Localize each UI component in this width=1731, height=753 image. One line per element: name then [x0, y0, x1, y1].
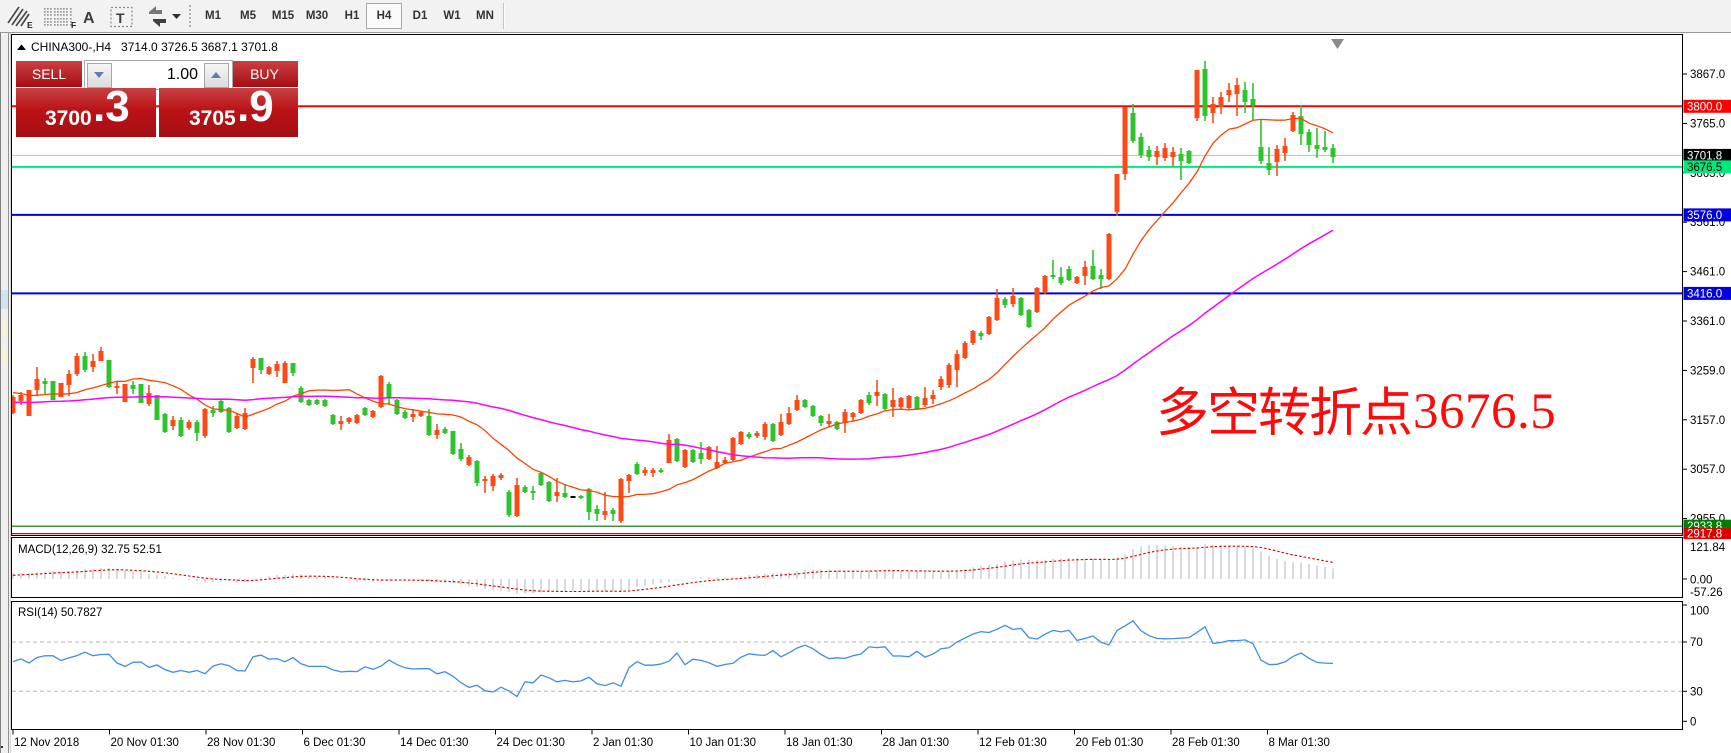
svg-text:0: 0 [1690, 716, 1696, 728]
svg-text:3157.0: 3157.0 [1690, 415, 1725, 427]
svg-text:24 Dec 01:30: 24 Dec 01:30 [497, 737, 565, 749]
svg-text:E: E [27, 20, 33, 30]
svg-text:3867.0: 3867.0 [1690, 69, 1725, 81]
svg-text:28 Feb 01:30: 28 Feb 01:30 [1172, 737, 1240, 749]
svg-text:0.00: 0.00 [1690, 574, 1712, 586]
svg-text:121.84: 121.84 [1690, 542, 1726, 554]
svg-text:3800.0: 3800.0 [1687, 101, 1722, 113]
svg-text:F: F [71, 20, 76, 30]
svg-text:70: 70 [1690, 637, 1703, 649]
svg-text:MACD(12,26,9) 32.75 52.51: MACD(12,26,9) 32.75 52.51 [18, 544, 162, 556]
svg-text:3676.5: 3676.5 [1687, 162, 1722, 174]
svg-text:100: 100 [1690, 606, 1709, 618]
svg-text:3576.0: 3576.0 [1687, 210, 1722, 222]
svg-text:6 Dec 01:30: 6 Dec 01:30 [304, 737, 366, 749]
svg-text:10 Jan 01:30: 10 Jan 01:30 [690, 737, 757, 749]
svg-text:28 Jan 01:30: 28 Jan 01:30 [883, 737, 950, 749]
svg-text:A: A [83, 10, 95, 27]
svg-text:20 Nov 01:30: 20 Nov 01:30 [111, 737, 179, 749]
svg-text:3259.0: 3259.0 [1690, 365, 1725, 377]
svg-text:CHINA300-,H4 3714.0 3726.5 3: CHINA300-,H4 3714.0 3726.5 3687.1 3701.8 [31, 40, 278, 54]
svg-text:3676.5: 3676.5 [1413, 384, 1556, 440]
svg-text:20 Feb 01:30: 20 Feb 01:30 [1076, 737, 1144, 749]
svg-text:14 Dec 01:30: 14 Dec 01:30 [400, 737, 468, 749]
svg-text:3765.0: 3765.0 [1690, 118, 1725, 130]
svg-text:-57.26: -57.26 [1690, 587, 1723, 599]
svg-text:2 Jan 01:30: 2 Jan 01:30 [593, 737, 653, 749]
svg-text:30: 30 [1690, 686, 1703, 698]
svg-text:2917.8: 2917.8 [1687, 529, 1722, 541]
svg-text:3057.0: 3057.0 [1690, 464, 1725, 476]
svg-text:3461.0: 3461.0 [1690, 267, 1725, 279]
svg-text:RSI(14) 50.7827: RSI(14) 50.7827 [18, 607, 102, 619]
svg-text:8 Mar 01:30: 8 Mar 01:30 [1269, 737, 1330, 749]
svg-text:3701.8: 3701.8 [1687, 150, 1722, 162]
svg-text:T: T [116, 10, 125, 26]
svg-text:18 Jan 01:30: 18 Jan 01:30 [786, 737, 853, 749]
svg-text:12 Feb 01:30: 12 Feb 01:30 [979, 737, 1047, 749]
svg-text:28 Nov 01:30: 28 Nov 01:30 [207, 737, 275, 749]
svg-text:3416.0: 3416.0 [1687, 288, 1722, 300]
svg-text:12 Nov 2018: 12 Nov 2018 [14, 737, 79, 749]
svg-text:3361.0: 3361.0 [1690, 316, 1725, 328]
